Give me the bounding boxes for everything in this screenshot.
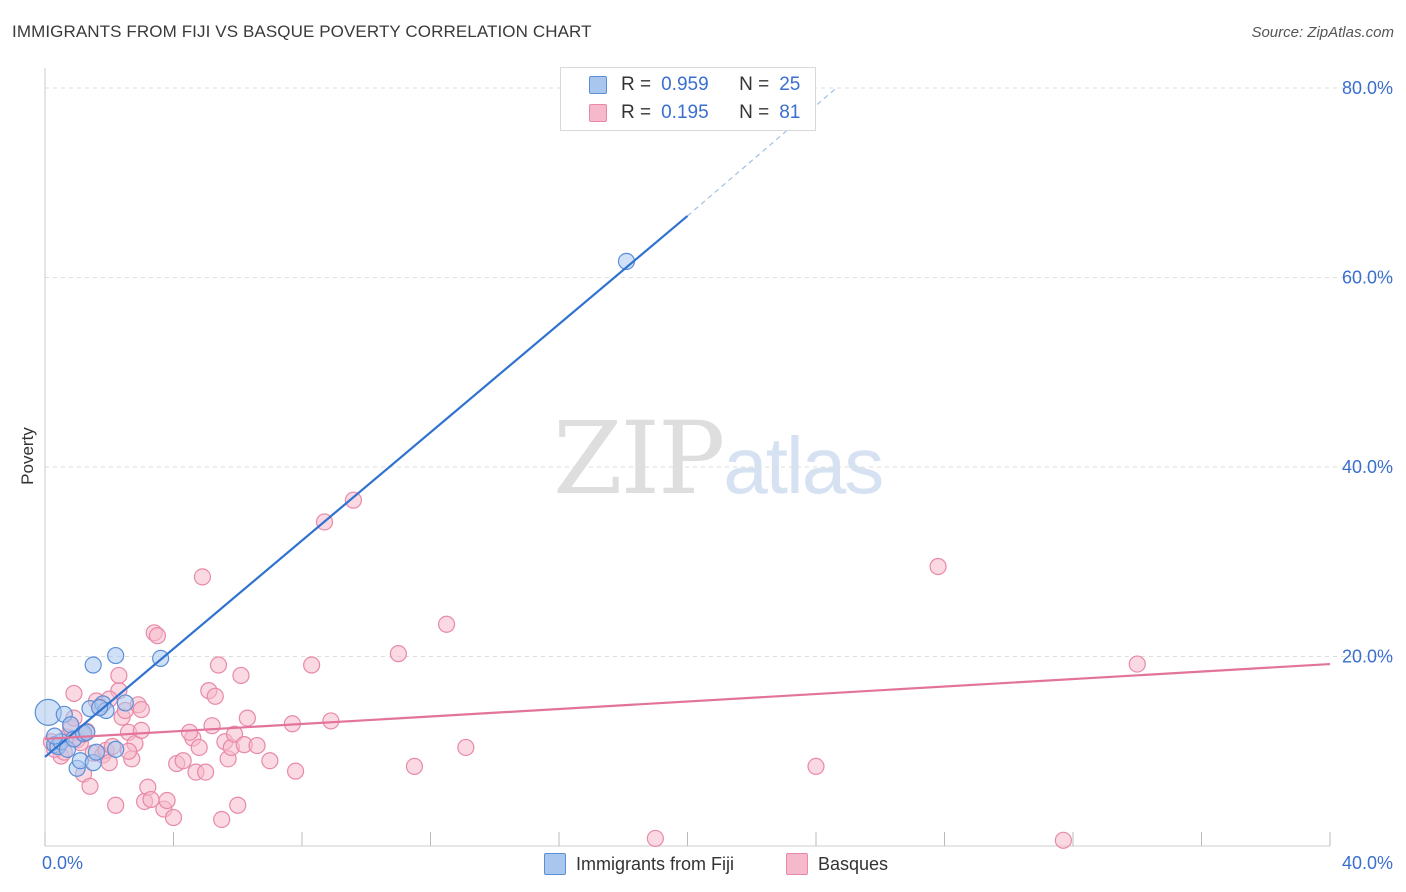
watermark-zip: ZIP bbox=[553, 400, 725, 517]
legend-fiji-r-label: R = bbox=[621, 74, 652, 95]
basque-point-69 bbox=[929, 557, 947, 576]
basque-point-35 bbox=[158, 791, 176, 810]
basque-point-21 bbox=[110, 666, 128, 685]
legend-basque-n-value: 81 bbox=[779, 102, 801, 123]
basque-point-55 bbox=[238, 709, 256, 727]
legend-row-fiji: R = 0.959 N = 25 bbox=[621, 72, 800, 98]
basque-point-33 bbox=[148, 627, 167, 645]
basque-point-70 bbox=[1128, 655, 1146, 673]
basque-point-52 bbox=[229, 796, 247, 814]
legend-basque-r-value: 0.195 bbox=[661, 102, 709, 123]
fiji-point-21 bbox=[107, 646, 125, 665]
legend-fiji-swatch bbox=[589, 76, 607, 94]
basque-point-78 bbox=[180, 723, 199, 741]
basque-point-79 bbox=[206, 687, 224, 705]
basque-point-43 bbox=[197, 763, 215, 781]
y-tick-label-0: 20.0% bbox=[1342, 647, 1393, 667]
basque-point-62 bbox=[344, 491, 362, 509]
fiji-point-14 bbox=[87, 743, 106, 761]
basque-point-71 bbox=[1054, 831, 1072, 849]
legend-basque-swatch bbox=[589, 104, 607, 122]
x-tick-label-1: 40.0% bbox=[1342, 853, 1393, 873]
basque-point-63 bbox=[389, 645, 407, 663]
bottom-legend-fiji-label: Immigrants from Fiji bbox=[576, 853, 735, 874]
basque-point-77 bbox=[132, 721, 150, 740]
legend-fiji-r-value: 0.959 bbox=[661, 74, 709, 95]
basque-point-66 bbox=[457, 738, 475, 757]
y-tick-label-2: 60.0% bbox=[1342, 268, 1393, 288]
basque-point-42 bbox=[193, 568, 212, 586]
chart-title: IMMIGRANTS FROM FIJI VS BASQUE POVERTY C… bbox=[12, 22, 592, 41]
fiji-point-24 bbox=[46, 727, 64, 745]
y-tick-label-1: 40.0% bbox=[1342, 457, 1393, 477]
basque-point-58 bbox=[286, 762, 305, 780]
basque-point-47 bbox=[213, 810, 231, 829]
basque-point-45 bbox=[203, 717, 221, 735]
bottom-legend-basques: Basques bbox=[786, 851, 888, 877]
source-credit: Source: ZipAtlas.com bbox=[1251, 24, 1394, 41]
bottom-legend-basque-label: Basques bbox=[818, 853, 889, 874]
fiji-point-18 bbox=[91, 699, 109, 717]
watermark-atlas: atlas bbox=[723, 421, 884, 510]
basque-point-59 bbox=[303, 656, 321, 674]
basque-trend-line bbox=[44, 662, 1331, 741]
fiji-point-20 bbox=[116, 694, 134, 712]
legend-basque-r-label: R = bbox=[621, 102, 652, 123]
correlation-legend: R = 0.959 N = 25 R = 0.195 N = 81 bbox=[560, 67, 816, 131]
x-tick-label-0: 0.0% bbox=[42, 853, 83, 873]
legend-row-basques: R = 0.195 N = 81 bbox=[621, 100, 800, 126]
basque-point-41 bbox=[190, 738, 208, 757]
y-tick-label-3: 80.0% bbox=[1342, 78, 1393, 98]
basque-point-68 bbox=[807, 757, 825, 776]
basque-point-19 bbox=[107, 796, 125, 814]
bottom-legend-basque-swatch bbox=[786, 853, 808, 875]
basque-point-64 bbox=[405, 757, 424, 776]
basque-point-46 bbox=[209, 656, 228, 674]
basque-point-65 bbox=[437, 615, 456, 633]
basque-point-53 bbox=[232, 666, 250, 685]
basque-point-38 bbox=[174, 752, 192, 770]
basque-point-56 bbox=[248, 736, 266, 755]
legend-basque-n-label: N = bbox=[739, 102, 770, 123]
basque-point-11 bbox=[81, 777, 99, 795]
fiji-point-17 bbox=[84, 656, 102, 674]
fiji-trend-line bbox=[44, 215, 689, 758]
basque-point-80 bbox=[261, 752, 279, 770]
bottom-legend-fiji-swatch bbox=[544, 853, 566, 875]
basque-point-6 bbox=[65, 684, 83, 703]
basque-point-36 bbox=[164, 808, 183, 827]
legend-fiji-n-value: 25 bbox=[779, 74, 801, 95]
basque-point-67 bbox=[646, 829, 664, 848]
basque-point-28 bbox=[132, 700, 150, 719]
fiji-point-19 bbox=[107, 740, 125, 758]
watermark: ZIPatlas bbox=[553, 400, 884, 517]
legend-fiji-n-label: N = bbox=[739, 74, 770, 95]
bottom-legend-fiji: Immigrants from Fiji bbox=[544, 851, 734, 877]
